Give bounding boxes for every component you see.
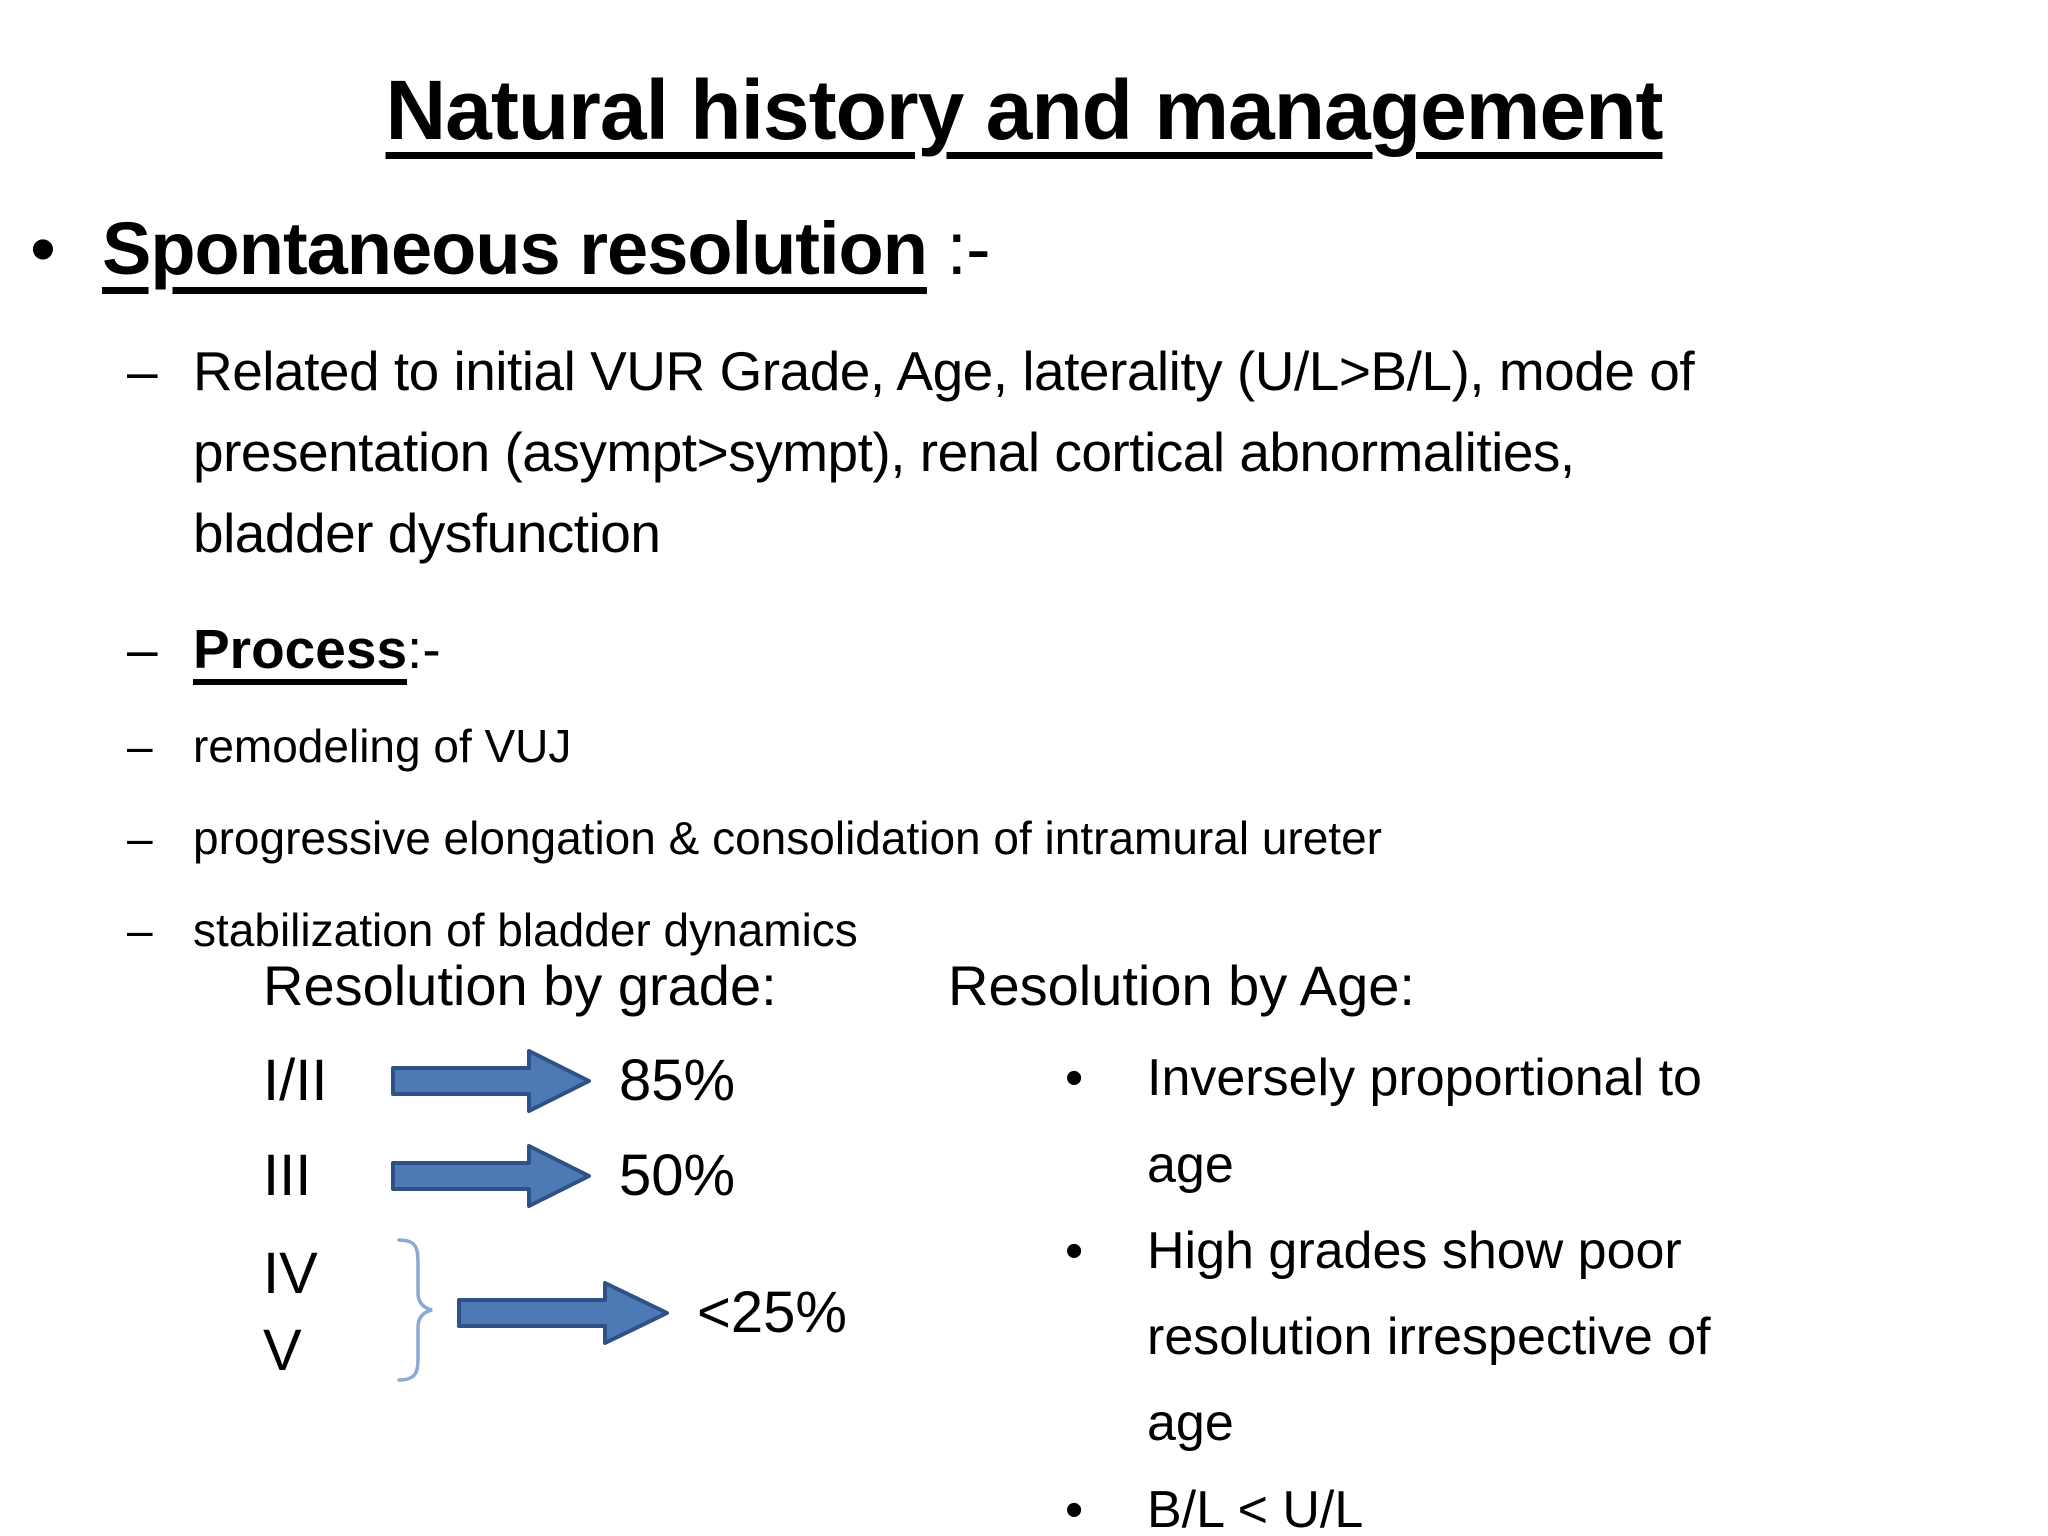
age-notes: Resolution by Age: • Inversely proportio… <box>948 952 1888 1536</box>
spontaneous-resolution-label: Spontaneous resolution <box>102 206 928 290</box>
dash-marker: – <box>127 617 158 680</box>
related-factors-text: Related to initial VUR Grade, Age, later… <box>193 340 1695 565</box>
process-text: Process:- <box>193 614 441 686</box>
grade-label: III <box>263 1143 312 1209</box>
grade-row-3: III 50% <box>263 1142 847 1209</box>
grade-row-1-2: I/II 85% <box>263 1047 847 1114</box>
grade-value: 50% <box>619 1143 736 1209</box>
grade-chart-heading: Resolution by grade: <box>263 954 777 1017</box>
bullet-dot: • <box>1065 1221 1084 1280</box>
dash-marker: – <box>127 812 153 865</box>
right-arrow-icon <box>391 1048 591 1113</box>
process-label: Process <box>193 617 408 680</box>
age-bullet-text: Inversely proportional to age <box>1147 1049 1702 1194</box>
grade-value: 85% <box>619 1048 736 1114</box>
curly-brace-icon <box>391 1235 437 1390</box>
bullet-spontaneous-resolution: • Spontaneous resolution :- <box>30 205 2048 294</box>
bullet-dot: • <box>1065 1049 1084 1108</box>
elongation-text: progressive elongation & consolidation o… <box>193 812 1382 865</box>
grade-label: IV V <box>263 1241 318 1383</box>
grade-chart: Resolution by grade: I/II 85% III 50% IV… <box>263 952 847 1390</box>
item-process: – Process:- <box>127 614 2048 686</box>
dash-marker: – <box>127 340 158 403</box>
item-stabilization: – stabilization of bladder dynamics <box>127 901 2048 961</box>
item-elongation: – progressive elongation & consolidation… <box>127 809 2048 869</box>
bullet-dot: • <box>1065 1480 1084 1536</box>
age-notes-heading: Resolution by Age: <box>948 954 1415 1017</box>
grade-row-4-5: IV V <25% <box>263 1235 847 1390</box>
age-bullet-inverse: • Inversely proportional to age <box>948 1035 1888 1208</box>
bullet-dot: • <box>30 206 56 290</box>
bullet-text: Spontaneous resolution :- <box>102 205 991 294</box>
grade-label: I/II <box>263 1048 328 1114</box>
process-suffix: :- <box>407 617 441 680</box>
dash-marker: – <box>127 720 153 773</box>
age-bullet-laterality: • B/L < U/L <box>948 1467 1888 1536</box>
spontaneous-resolution-suffix: :- <box>926 206 990 290</box>
stabilization-text: stabilization of bladder dynamics <box>193 904 858 957</box>
right-arrow-icon <box>391 1143 591 1208</box>
right-arrow-icon <box>457 1280 669 1345</box>
age-bullet-high-grades: • High grades show poor resolution irres… <box>948 1208 1888 1467</box>
page-title: Natural history and management <box>385 63 1664 157</box>
item-related-factors: – Related to initial VUR Grade, Age, lat… <box>127 331 2027 574</box>
remodeling-text: remodeling of VUJ <box>193 720 572 773</box>
dash-marker: – <box>127 904 153 957</box>
age-bullet-text: High grades show poor resolution irrespe… <box>1147 1221 1711 1453</box>
grade-value: <25% <box>697 1280 847 1346</box>
age-bullet-list: • Inversely proportional to age • High g… <box>948 1035 1888 1536</box>
item-remodeling: – remodeling of VUJ <box>127 717 2048 777</box>
title-area: Natural history and management <box>0 0 2048 159</box>
age-bullet-text: B/L < U/L <box>1147 1480 1364 1536</box>
bottom-section: Resolution by grade: I/II 85% III 50% IV… <box>0 952 2048 1536</box>
